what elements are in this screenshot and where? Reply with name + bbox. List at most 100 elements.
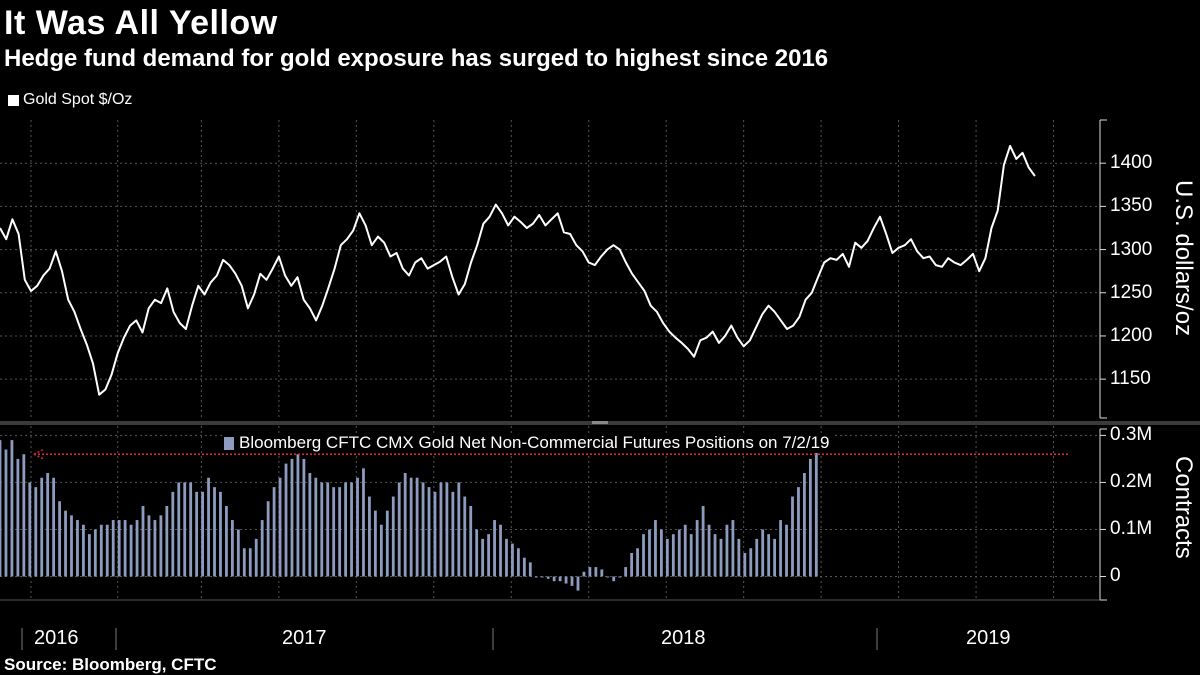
position-bar — [201, 491, 204, 577]
position-bar — [695, 520, 699, 577]
position-bar — [743, 552, 747, 577]
position-bar — [236, 529, 240, 577]
reference-line — [33, 448, 1070, 460]
panel-divider-handle — [592, 421, 608, 424]
position-bar — [248, 548, 252, 577]
position-bar — [612, 576, 616, 582]
chart-title: It Was All Yellow — [4, 4, 278, 42]
position-bar — [516, 548, 520, 577]
position-bar — [82, 524, 85, 577]
legend-swatch-white — [8, 94, 19, 106]
x-axis-year-label: 2019 — [966, 627, 1011, 649]
position-bar — [719, 538, 723, 577]
top-y-tick-label: 1150 — [1110, 368, 1151, 390]
top-y-tick-label: 1200 — [1110, 324, 1153, 346]
position-bar — [785, 524, 788, 577]
position-bar — [46, 473, 50, 577]
position-bar — [534, 576, 538, 578]
axes — [0, 119, 1200, 601]
position-bar — [34, 487, 38, 577]
position-bar — [254, 538, 258, 577]
position-bar — [665, 538, 669, 577]
position-bar — [457, 482, 461, 577]
position-bar — [368, 496, 371, 577]
position-bar — [40, 477, 44, 577]
position-bar — [797, 487, 800, 577]
position-bar — [22, 454, 26, 577]
position-bar — [76, 520, 79, 577]
position-bar — [296, 454, 300, 577]
position-bar — [225, 505, 228, 577]
top-panel-gridlines — [0, 120, 1100, 418]
position-bar — [713, 534, 717, 577]
chart-subtitle: Hedge fund demand for gold exposure has … — [4, 45, 829, 72]
position-bar — [52, 477, 56, 577]
position-bar — [689, 534, 693, 577]
position-bar — [278, 477, 282, 577]
x-axis-year-label: 2016 — [34, 627, 79, 649]
position-bar — [272, 487, 276, 577]
position-bar — [183, 482, 187, 577]
position-bar — [511, 543, 514, 577]
position-bar — [433, 491, 437, 577]
source-note: Source: Bloomberg, CFTC — [4, 655, 217, 674]
bottom-y-tick-label: 0.1M — [1110, 518, 1153, 540]
position-bar — [171, 491, 175, 577]
position-bar — [654, 520, 657, 577]
position-bar — [761, 529, 765, 577]
position-bar — [540, 576, 544, 578]
position-bar — [624, 567, 628, 577]
position-bar — [153, 520, 157, 577]
position-bar — [463, 496, 467, 577]
position-bar — [141, 505, 145, 577]
position-bar — [391, 496, 395, 577]
top-y-axis-label: U.S. dollars/oz — [1170, 180, 1197, 337]
position-bar — [64, 510, 67, 577]
position-bar — [594, 567, 598, 577]
position-bar — [636, 548, 639, 577]
latest-value-arrow — [33, 448, 45, 460]
position-bar — [600, 569, 604, 577]
position-bar — [10, 440, 14, 577]
bottom-y-axis-label: Contracts — [1170, 456, 1197, 559]
position-bar — [737, 538, 741, 577]
position-bar — [350, 482, 353, 577]
position-bar — [773, 538, 777, 577]
position-bar — [618, 576, 622, 578]
position-bar — [451, 491, 455, 577]
position-bar — [427, 487, 431, 577]
position-bar — [123, 520, 127, 577]
position-bar — [332, 487, 336, 577]
position-bar — [70, 515, 73, 577]
legend-gold-label: Gold Spot $/Oz — [23, 91, 133, 108]
position-bar — [648, 529, 651, 577]
position-bar — [749, 548, 753, 577]
position-bar — [16, 458, 20, 577]
position-bar — [397, 482, 401, 577]
position-bar — [725, 524, 729, 577]
position-bar — [242, 548, 246, 577]
legend-gold-spot: Gold Spot $/Oz — [8, 91, 132, 109]
position-bar — [302, 458, 306, 577]
position-bar — [213, 487, 216, 577]
position-bar — [469, 505, 473, 577]
top-y-tick-label: 1350 — [1110, 195, 1153, 217]
position-bar — [373, 510, 377, 577]
position-bar — [701, 505, 705, 577]
position-bar — [0, 440, 2, 577]
position-bar — [403, 473, 407, 577]
position-bar — [260, 520, 264, 577]
position-bar — [731, 520, 735, 577]
position-bar — [195, 491, 199, 577]
position-bar — [165, 505, 169, 577]
position-bar — [630, 552, 634, 577]
position-bar — [314, 477, 318, 577]
position-bar — [4, 449, 8, 577]
position-bar — [642, 534, 645, 577]
position-bar — [320, 482, 324, 577]
bottom-y-tick-label: 0.3M — [1110, 424, 1153, 446]
position-bar — [671, 534, 675, 577]
position-bar — [564, 576, 568, 584]
position-bar — [409, 477, 413, 577]
